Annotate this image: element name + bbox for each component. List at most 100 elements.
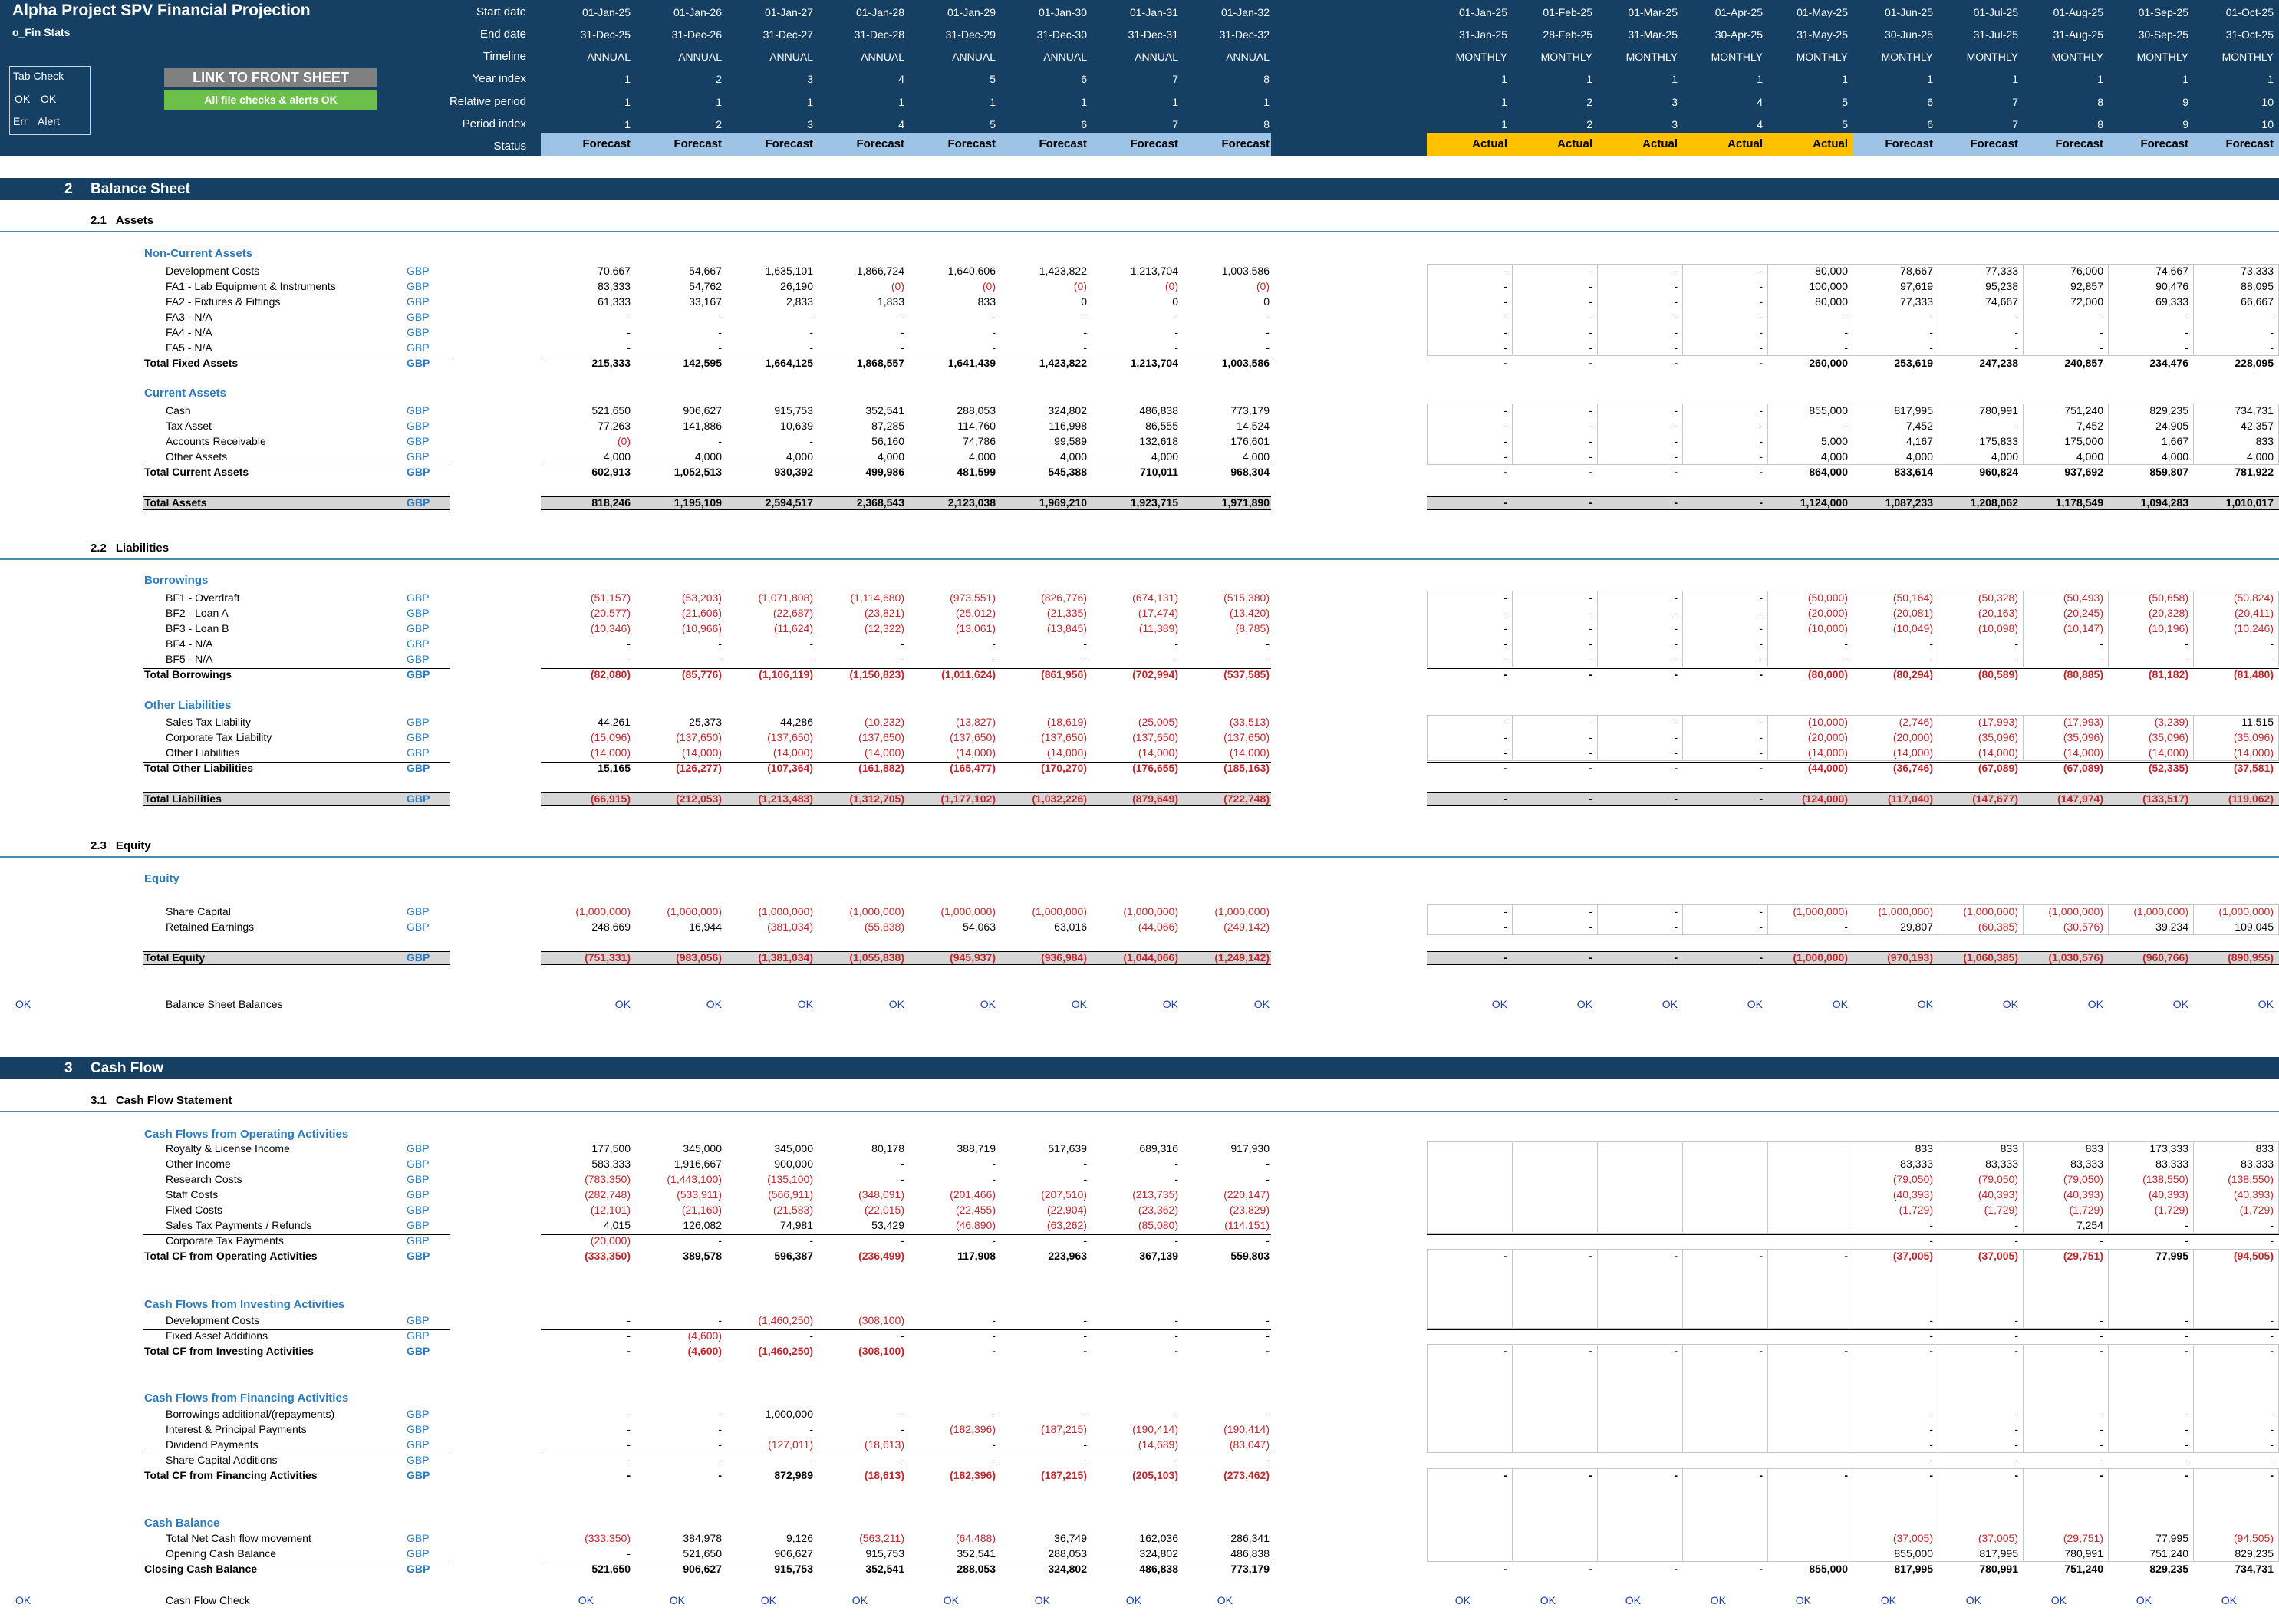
annual-value-cell[interactable]: -: [1174, 1408, 1178, 1420]
monthly-value-cell[interactable]: -: [1589, 404, 1592, 417]
monthly-value-cell[interactable]: (37,005): [1978, 1250, 2018, 1262]
monthly-value-cell[interactable]: 780,991: [2064, 1547, 2103, 1560]
annual-value-cell[interactable]: 87,285: [871, 420, 904, 432]
annual-value-cell[interactable]: -: [992, 1408, 996, 1420]
monthly-value-cell[interactable]: -: [2014, 1314, 2018, 1326]
annual-value-cell[interactable]: 818,246: [591, 496, 631, 509]
annual-value-cell[interactable]: -: [992, 1314, 996, 1326]
monthly-value-cell[interactable]: 859,807: [2149, 466, 2188, 478]
annual-value-cell[interactable]: (533,911): [677, 1188, 722, 1201]
annual-value-cell[interactable]: 521,650: [683, 1547, 722, 1560]
annual-value-cell[interactable]: (973,551): [950, 591, 996, 604]
monthly-value-cell[interactable]: -: [2100, 1423, 2103, 1435]
monthly-value-cell[interactable]: -: [2270, 1454, 2274, 1466]
monthly-value-cell[interactable]: 4,000: [2161, 450, 2188, 463]
annual-value-cell[interactable]: (182,396): [950, 1423, 996, 1435]
annual-value-cell[interactable]: 54,667: [689, 265, 722, 277]
monthly-value-cell[interactable]: 1,010,017: [2225, 496, 2274, 509]
annual-value-cell[interactable]: -: [992, 1234, 996, 1247]
annual-value-cell[interactable]: (751,331): [585, 951, 631, 964]
annual-value-cell[interactable]: 352,541: [957, 1547, 996, 1560]
monthly-value-cell[interactable]: -: [1929, 1408, 1933, 1420]
annual-value-cell[interactable]: -: [1266, 1314, 1270, 1326]
monthly-value-cell[interactable]: (10,196): [2148, 622, 2188, 634]
annual-value-cell[interactable]: (4,600): [687, 1329, 722, 1342]
monthly-value-cell[interactable]: -: [2270, 1234, 2274, 1247]
monthly-value-cell[interactable]: -: [1589, 466, 1592, 478]
monthly-value-cell[interactable]: -: [1674, 1250, 1678, 1262]
monthly-value-cell[interactable]: -: [2185, 1219, 2188, 1231]
annual-value-cell[interactable]: (15,096): [590, 731, 631, 743]
monthly-value-cell[interactable]: -: [1674, 311, 1678, 323]
annual-value-cell[interactable]: (0): [1164, 280, 1178, 292]
monthly-value-cell[interactable]: (10,098): [1978, 622, 2018, 634]
monthly-value-cell[interactable]: -: [1759, 746, 1763, 759]
monthly-value-cell[interactable]: -: [2014, 653, 2018, 665]
monthly-value-cell[interactable]: -: [1759, 637, 1763, 650]
monthly-value-cell[interactable]: (29,751): [2063, 1532, 2103, 1544]
annual-value-cell[interactable]: (126,277): [676, 762, 722, 774]
annual-value-cell[interactable]: -: [1083, 1345, 1087, 1357]
monthly-value-cell[interactable]: -: [1674, 591, 1678, 604]
monthly-value-cell[interactable]: -: [1503, 607, 1507, 619]
monthly-value-cell[interactable]: (10,049): [1892, 622, 1933, 634]
monthly-value-cell[interactable]: -: [1759, 435, 1763, 447]
monthly-value-cell[interactable]: (81,182): [2148, 668, 2188, 680]
monthly-value-cell[interactable]: (80,000): [1807, 668, 1848, 680]
monthly-value-cell[interactable]: 4,000: [1991, 450, 2018, 463]
annual-value-cell[interactable]: -: [992, 311, 996, 323]
annual-value-cell[interactable]: (170,270): [1041, 762, 1087, 774]
monthly-value-cell[interactable]: 73,333: [2241, 265, 2274, 277]
annual-value-cell[interactable]: -: [809, 326, 813, 338]
monthly-value-cell[interactable]: (94,505): [2233, 1532, 2274, 1544]
annual-value-cell[interactable]: 70,667: [598, 265, 631, 277]
annual-value-cell[interactable]: (12,322): [864, 622, 904, 634]
monthly-value-cell[interactable]: (960,766): [2142, 951, 2188, 964]
monthly-value-cell[interactable]: (10,000): [1807, 716, 1848, 728]
annual-value-cell[interactable]: (20,577): [590, 607, 631, 619]
annual-value-cell[interactable]: -: [627, 1314, 631, 1326]
annual-value-cell[interactable]: (33,513): [1229, 716, 1270, 728]
annual-value-cell[interactable]: -: [1083, 341, 1087, 354]
monthly-value-cell[interactable]: 817,995: [1979, 1547, 2018, 1560]
monthly-value-cell[interactable]: -: [1503, 435, 1507, 447]
monthly-value-cell[interactable]: (1,729): [2069, 1204, 2103, 1216]
monthly-value-cell[interactable]: -: [2185, 1314, 2188, 1326]
monthly-value-cell[interactable]: -: [1674, 905, 1678, 917]
annual-value-cell[interactable]: -: [1083, 653, 1087, 665]
monthly-value-cell[interactable]: 240,857: [2064, 357, 2103, 369]
annual-value-cell[interactable]: -: [992, 1345, 996, 1357]
annual-value-cell[interactable]: (1,000,000): [575, 905, 631, 917]
monthly-value-cell[interactable]: -: [1674, 280, 1678, 292]
monthly-value-cell[interactable]: -: [1674, 746, 1678, 759]
monthly-value-cell[interactable]: -: [1844, 653, 1848, 665]
monthly-value-cell[interactable]: -: [2185, 637, 2188, 650]
annual-value-cell[interactable]: -: [809, 1423, 813, 1435]
annual-value-cell[interactable]: (12,101): [590, 1204, 631, 1216]
monthly-value-cell[interactable]: -: [2100, 1408, 2103, 1420]
monthly-value-cell[interactable]: -: [1589, 622, 1592, 634]
annual-value-cell[interactable]: -: [718, 1314, 722, 1326]
annual-value-cell[interactable]: 33,167: [689, 295, 722, 308]
monthly-value-cell[interactable]: 100,000: [1809, 280, 1848, 292]
annual-value-cell[interactable]: (381,034): [767, 921, 813, 933]
annual-value-cell[interactable]: -: [1083, 1408, 1087, 1420]
annual-value-cell[interactable]: (936,984): [1041, 951, 1087, 964]
annual-value-cell[interactable]: 1,195,109: [673, 496, 722, 509]
annual-value-cell[interactable]: 25,373: [689, 716, 722, 728]
annual-value-cell[interactable]: 1,635,101: [765, 265, 813, 277]
annual-value-cell[interactable]: (1,044,066): [1123, 951, 1178, 964]
annual-value-cell[interactable]: -: [1083, 1158, 1087, 1170]
annual-value-cell[interactable]: (674,131): [1132, 591, 1178, 604]
annual-value-cell[interactable]: 15,165: [598, 762, 631, 774]
annual-value-cell[interactable]: 141,886: [683, 420, 722, 432]
monthly-value-cell[interactable]: -: [2100, 1469, 2103, 1481]
annual-value-cell[interactable]: 4,000: [968, 450, 996, 463]
monthly-value-cell[interactable]: 781,922: [2235, 466, 2274, 478]
monthly-value-cell[interactable]: -: [1844, 1250, 1848, 1262]
annual-value-cell[interactable]: 4,000: [1151, 450, 1178, 463]
monthly-value-cell[interactable]: -: [1503, 731, 1507, 743]
monthly-value-cell[interactable]: -: [1589, 1250, 1592, 1262]
annual-value-cell[interactable]: 521,650: [591, 404, 631, 417]
monthly-value-cell[interactable]: -: [1759, 921, 1763, 933]
